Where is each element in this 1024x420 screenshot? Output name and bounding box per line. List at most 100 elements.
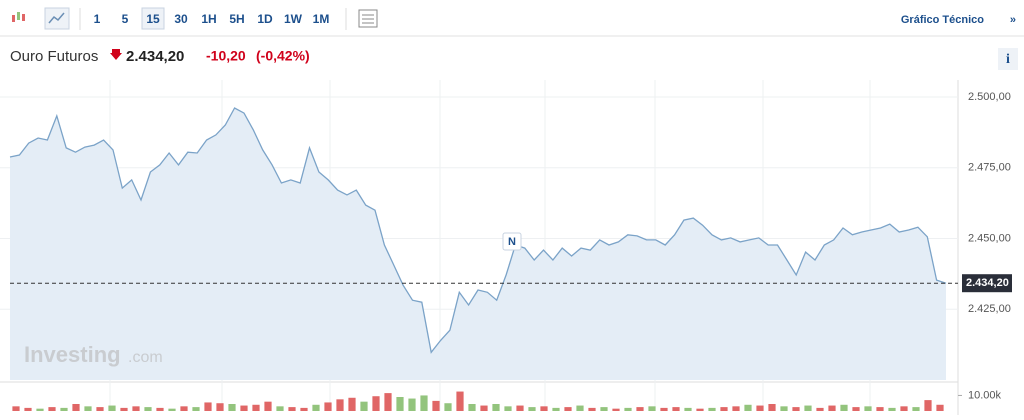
volume-bar <box>516 405 524 411</box>
y-tick-label: 2.425,00 <box>968 303 1011 315</box>
volume-bar <box>444 403 452 411</box>
volume-bar <box>756 405 764 411</box>
candle-icon[interactable] <box>10 10 26 26</box>
interval-button[interactable]: 5H <box>229 12 244 26</box>
volume-bar <box>300 407 308 411</box>
volume-bar <box>732 406 740 411</box>
line-icon[interactable] <box>44 7 70 30</box>
volume-bar <box>612 408 620 411</box>
volume-bar <box>492 404 500 411</box>
volume-bar <box>288 407 296 411</box>
area-fill <box>10 108 946 380</box>
interval-button[interactable]: 1H <box>201 12 216 26</box>
y-tick-label: 2.450,00 <box>968 232 1011 244</box>
volume-bar <box>624 407 632 411</box>
volume-bar <box>96 407 104 411</box>
volume-tick-label: 10.00k <box>968 389 1002 401</box>
volume-bar <box>384 393 392 411</box>
watermark-suffix: .com <box>128 349 163 366</box>
volume-bar <box>792 407 800 411</box>
volume-bar <box>144 407 152 411</box>
volume-bar <box>936 404 944 411</box>
change-pct: (-0,42%) <box>256 48 310 64</box>
interval-button[interactable]: 5 <box>122 12 129 26</box>
volume-bar <box>564 407 572 411</box>
volume-bar <box>660 407 668 411</box>
volume-bar <box>552 407 560 411</box>
icon-part <box>17 12 20 20</box>
instrument-name: Ouro Futuros <box>10 48 98 65</box>
volume-bar <box>684 407 692 411</box>
volume-bar <box>228 404 236 411</box>
volume-bar <box>828 405 836 411</box>
info-button[interactable]: i <box>1006 52 1010 67</box>
volume-bar <box>840 404 848 411</box>
volume-bar <box>912 407 920 411</box>
active-interval-bg <box>141 7 165 30</box>
volume-bar <box>276 406 284 411</box>
volume-bar <box>768 404 776 411</box>
y-tick-label: 2.500,00 <box>968 91 1011 103</box>
interval-button[interactable]: 15 <box>146 12 160 26</box>
volume-bar <box>204 402 212 411</box>
interval-button[interactable]: 30 <box>174 12 188 26</box>
icon-part <box>12 15 15 22</box>
down-arrow <box>110 49 122 60</box>
table-icon[interactable] <box>358 9 378 28</box>
volume-bar <box>360 401 368 411</box>
interval-button[interactable]: 1W <box>284 12 303 26</box>
volume-bar <box>744 404 752 411</box>
volume-bar <box>852 407 860 411</box>
volume-bar <box>216 403 224 411</box>
volume-bar <box>12 406 20 411</box>
volume-bar <box>348 397 356 411</box>
interval-button[interactable]: 1M <box>313 12 330 26</box>
volume-bar <box>156 407 164 411</box>
volume-bar <box>432 400 440 411</box>
volume-bar <box>696 408 704 411</box>
price-line <box>9 107 947 354</box>
volume-bar <box>48 407 56 411</box>
volume-bar <box>36 408 44 411</box>
last-price-box <box>962 274 1012 293</box>
volume-bar <box>84 406 92 411</box>
volume-bar <box>72 404 80 411</box>
volume-bar <box>456 391 464 411</box>
volume-bar <box>528 407 536 411</box>
icon-part <box>48 12 65 24</box>
volume-bar <box>396 397 404 411</box>
volume-bar <box>24 407 32 411</box>
volume-bar <box>708 407 716 411</box>
interval-button[interactable]: 1D <box>257 12 273 26</box>
volume-bar <box>252 404 260 411</box>
y-tick-label: 2.475,00 <box>968 162 1011 174</box>
volume-bar <box>240 405 248 411</box>
watermark-brand: Investing <box>24 342 121 367</box>
news-marker[interactable]: N <box>508 236 516 248</box>
volume-bar <box>864 406 872 411</box>
volume-bar <box>888 407 896 411</box>
volume-bar <box>924 400 932 411</box>
volume-bar <box>420 395 428 411</box>
interval-button[interactable]: 1 <box>94 12 101 26</box>
volume-bar <box>312 404 320 411</box>
volume-bar <box>468 404 476 411</box>
price: 2.434,20 <box>126 48 184 65</box>
volume-bar <box>132 406 140 411</box>
volume-bar <box>648 406 656 411</box>
icon-part <box>22 14 25 21</box>
volume-bar <box>636 407 644 411</box>
volume-bar <box>192 407 200 411</box>
link-arrow[interactable]: » <box>1010 14 1016 26</box>
technical-link[interactable]: Gráfico Técnico <box>901 14 984 26</box>
news-marker-bg <box>502 232 522 251</box>
volume-bar <box>540 406 548 411</box>
volume-bar <box>372 396 380 411</box>
volume-bar <box>336 399 344 411</box>
volume-bar <box>672 407 680 411</box>
volume-bar <box>720 407 728 411</box>
volume-bar <box>60 407 68 411</box>
volume-bar <box>588 407 596 411</box>
volume-bar <box>504 406 512 411</box>
volume-bar <box>576 405 584 411</box>
